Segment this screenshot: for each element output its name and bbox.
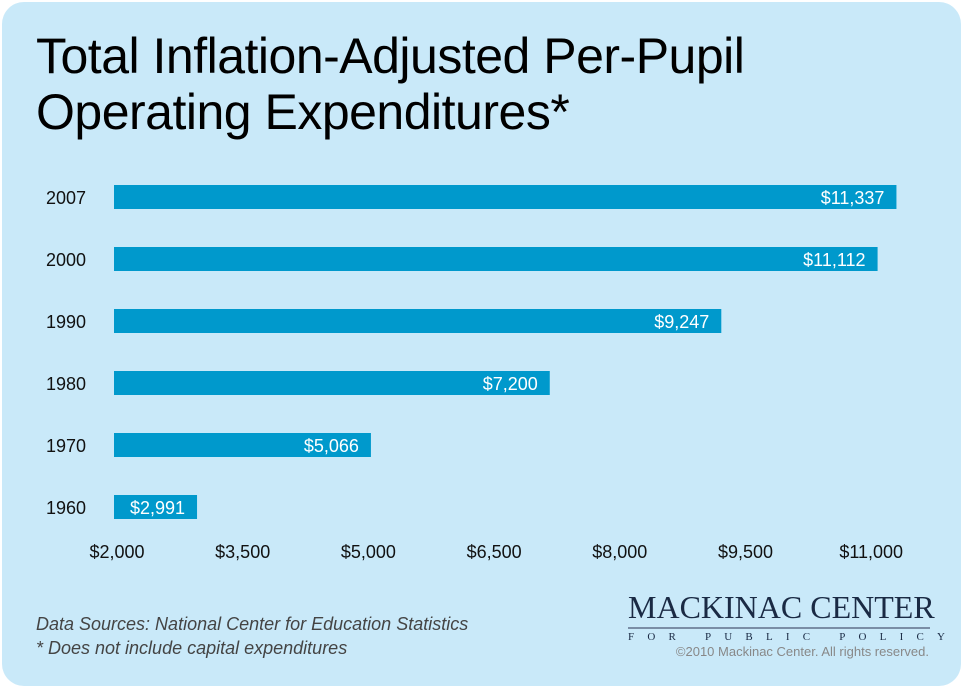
category-label: 1990 bbox=[46, 312, 86, 332]
bar bbox=[114, 371, 550, 395]
x-tick-label: $6,500 bbox=[467, 542, 522, 562]
logo-text-right: CENTER bbox=[810, 589, 935, 625]
mackinac-center-logo: MACKINAC CENTER FOR PUBLIC POLICY bbox=[628, 578, 959, 643]
category-label: 2007 bbox=[46, 188, 86, 208]
category-label: 1960 bbox=[46, 498, 86, 518]
title-line-1: Total Inflation-Adjusted Per-Pupil bbox=[36, 28, 745, 84]
data-label: $9,247 bbox=[654, 312, 709, 332]
x-tick-label: $5,000 bbox=[341, 542, 396, 562]
title-line-2: Operating Expenditures* bbox=[36, 84, 570, 140]
bar bbox=[114, 185, 897, 209]
data-label: $11,337 bbox=[821, 188, 885, 208]
data-source: Data Sources: National Center for Educat… bbox=[36, 614, 469, 634]
footnote: * Does not include capital expenditures bbox=[36, 638, 348, 658]
bar bbox=[114, 247, 878, 271]
data-label: $2,991 bbox=[130, 498, 185, 518]
x-tick-label: $3,500 bbox=[215, 542, 270, 562]
x-tick-label: $11,000 bbox=[839, 542, 903, 562]
bar bbox=[114, 495, 198, 519]
x-tick-label: $9,500 bbox=[718, 542, 773, 562]
logo-subtitle: FOR PUBLIC POLICY bbox=[628, 631, 959, 643]
category-label: 2000 bbox=[46, 250, 86, 270]
data-label: $11,112 bbox=[803, 250, 865, 270]
category-label: 1980 bbox=[46, 374, 86, 394]
data-label: $7,200 bbox=[483, 374, 538, 394]
bar bbox=[114, 309, 722, 333]
x-tick-label: $8,000 bbox=[592, 542, 647, 562]
bar bbox=[114, 433, 371, 457]
chart-title: Total Inflation-Adjusted Per-Pupil Opera… bbox=[36, 28, 745, 140]
x-tick-label: $2,000 bbox=[89, 542, 144, 562]
copyright: ©2010 Mackinac Center. All rights reserv… bbox=[675, 644, 929, 659]
logo-text-left: MACKINAC bbox=[628, 589, 803, 625]
data-label: $5,066 bbox=[304, 436, 359, 456]
category-label: 1970 bbox=[46, 436, 86, 456]
logo-rule bbox=[628, 627, 930, 629]
